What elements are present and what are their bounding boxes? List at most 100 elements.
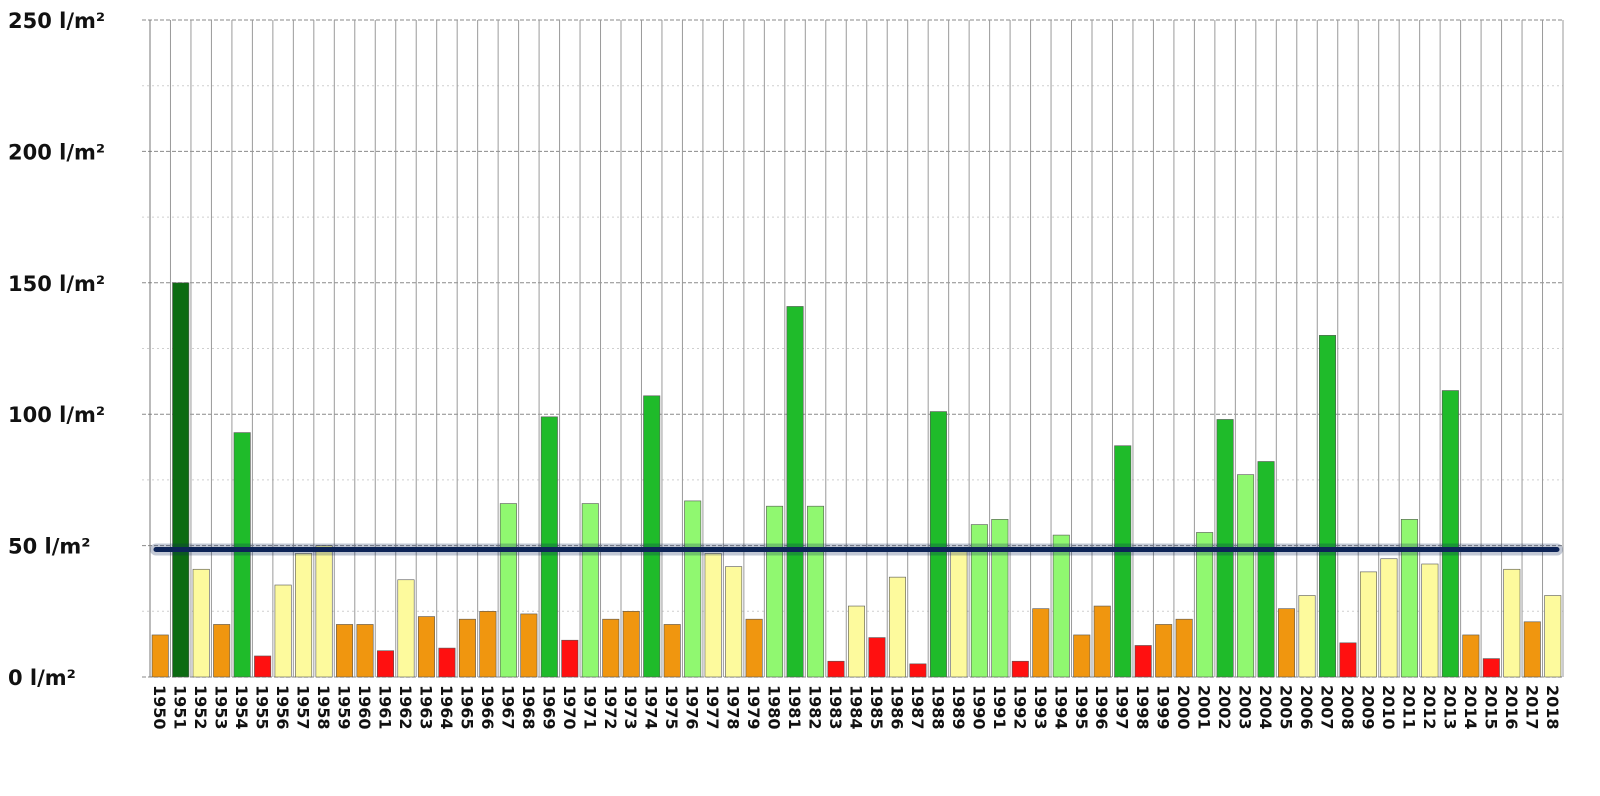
x-tick-label: 2010 (1379, 685, 1398, 730)
x-tick-label: 1975 (662, 685, 681, 730)
bar-2017 (1523, 621, 1541, 678)
x-tick-label: 2008 (1338, 685, 1357, 730)
bar-1953 (213, 624, 231, 678)
bar-2015 (1482, 658, 1500, 678)
bar-1968 (520, 613, 538, 678)
x-tick-label: 1954 (232, 685, 251, 730)
y-tick-label: 200 l/m² (8, 140, 105, 164)
y-tick-label: 50 l/m² (8, 535, 90, 559)
bar-1970 (561, 639, 579, 678)
x-tick-label: 1979 (744, 685, 763, 730)
bar-1957 (295, 553, 313, 678)
x-tick-label: 1978 (724, 685, 743, 730)
x-tick-label: 1967 (498, 685, 517, 730)
bar-1978 (725, 566, 743, 678)
x-tick-label: 2014 (1461, 685, 1480, 730)
bar-1956 (274, 584, 292, 678)
x-tick-label: 1956 (273, 685, 292, 730)
bar-2005 (1278, 608, 1296, 678)
bar-1988 (929, 411, 947, 678)
bar-1974 (643, 395, 661, 678)
x-tick-label: 1996 (1092, 685, 1111, 730)
x-tick-label: 1950 (150, 685, 169, 730)
bar-1979 (745, 618, 763, 678)
x-tick-label: 1984 (847, 685, 866, 730)
bar-1981 (786, 306, 804, 678)
bar-1984 (848, 605, 865, 678)
bar-1996 (1093, 605, 1111, 678)
y-tick-label: 150 l/m² (8, 272, 105, 296)
x-tick-label: 1970 (560, 685, 579, 730)
bar-1962 (397, 579, 415, 678)
bar-1955 (254, 655, 272, 678)
x-tick-label: 1995 (1072, 685, 1091, 730)
bar-1973 (622, 610, 640, 678)
bar-1961 (377, 650, 394, 678)
bar-1985 (868, 637, 886, 678)
bar-2004 (1257, 461, 1275, 678)
x-tick-label: 1957 (294, 685, 313, 730)
bar-2000 (1175, 618, 1193, 678)
bar-1975 (663, 624, 681, 678)
bar-1950 (151, 634, 169, 678)
y-tick-label: 250 l/m² (8, 9, 105, 33)
x-tick-label: 1963 (416, 685, 435, 730)
bar-1969 (540, 416, 558, 678)
x-tick-label: 1985 (867, 685, 886, 730)
x-tick-label: 2005 (1277, 685, 1296, 730)
bar-1965 (458, 618, 476, 678)
bar-1986 (888, 576, 906, 678)
x-tick-label: 1991 (990, 685, 1009, 730)
bar-1952 (192, 568, 210, 678)
bar-2001 (1196, 532, 1214, 678)
bar-1972 (602, 618, 620, 678)
bar-1999 (1155, 624, 1173, 678)
bar-2006 (1298, 595, 1316, 678)
x-tick-label: 1993 (1031, 685, 1050, 730)
x-tick-label: 1987 (908, 685, 927, 730)
axis-layer: 0 l/m² 50 l/m² 100 l/m² 150 l/m² 200 l/m² 250… (8, 9, 151, 690)
x-tick-label: 1983 (826, 685, 845, 730)
bar-1977 (704, 553, 722, 678)
bar-1951 (172, 282, 190, 678)
x-tick-label: 1986 (887, 685, 906, 730)
x-tick-label: 2007 (1318, 685, 1337, 730)
x-tick-label: 1982 (806, 685, 825, 730)
bar-1966 (479, 610, 497, 678)
x-tick-label: 1977 (703, 685, 722, 730)
bar-2009 (1359, 571, 1377, 678)
bar-2018 (1544, 595, 1562, 678)
bar-1960 (356, 624, 374, 678)
bar-1964 (438, 647, 456, 678)
bar-2013 (1441, 390, 1459, 678)
x-tick-label: 1976 (683, 685, 702, 730)
y-tick-label: 0 l/m² (8, 666, 76, 690)
x-tick-label: 1980 (765, 685, 784, 730)
x-tick-label: 2018 (1543, 685, 1562, 730)
x-tick-label: 1961 (376, 685, 395, 730)
bar-2014 (1462, 634, 1480, 678)
bar-2011 (1400, 519, 1418, 678)
x-tick-labels: 1950 1951 1952 1953 1954 1955 1956 1957 1958 1959… (150, 685, 1562, 730)
y-tick-label: 100 l/m² (8, 403, 105, 427)
x-tick-label: 1992 (1010, 685, 1029, 730)
x-tick-label: 1952 (191, 685, 210, 730)
x-tick-label: 2001 (1195, 685, 1214, 730)
x-tick-label: 1953 (212, 685, 231, 730)
x-tick-label: 1997 (1113, 685, 1132, 730)
x-tick-label: 2006 (1297, 685, 1316, 730)
bar-1998 (1134, 645, 1152, 678)
x-tick-label: 1969 (539, 685, 558, 730)
grid-layer (142, 19, 1564, 678)
x-tick-label: 1971 (580, 685, 599, 730)
bar-1987 (909, 663, 927, 678)
bar-1997 (1114, 445, 1132, 678)
x-tick-label: 1972 (601, 685, 620, 730)
x-tick-label: 2017 (1522, 685, 1541, 730)
x-tick-label: 1966 (478, 685, 497, 730)
bar-2008 (1339, 642, 1357, 678)
x-tick-label: 1999 (1154, 685, 1173, 730)
bar-1976 (684, 500, 702, 678)
bar-1967 (499, 503, 517, 678)
